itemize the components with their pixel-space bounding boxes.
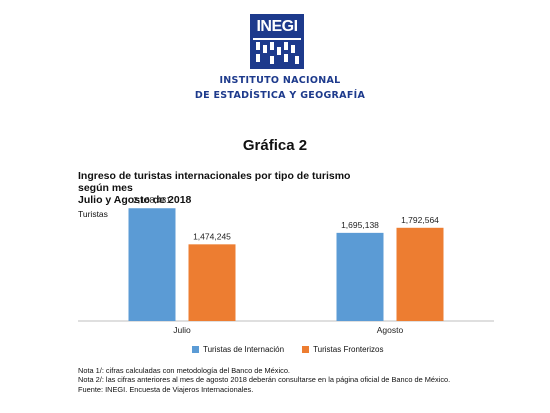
bar-agosto-internacion [336, 232, 384, 321]
legend-swatch-internacion [192, 346, 199, 353]
data-label-julio-fronterizos: 1,474,245 [193, 231, 231, 241]
legend-swatch-fronterizos [302, 346, 310, 353]
bar-agosto-fronterizos [396, 227, 444, 321]
note-2: Nota 2/: las cifras anteriores al mes de… [78, 375, 451, 385]
legend-label-internacion: Turistas de Internación [203, 345, 285, 354]
chart-title: Ingreso de turistas internacionales por … [78, 170, 398, 206]
bar-julio-internacion [128, 208, 176, 321]
data-label-julio-internacion: 2,168,431 [133, 195, 171, 205]
abacus-icon [253, 38, 301, 64]
chart-title-line3: Julio y Agosto de 2018 [78, 194, 192, 206]
bar-julio-fronterizos [188, 244, 236, 321]
legend-item-fronterizos: Turistas Fronterizos [302, 345, 383, 354]
graph-title: Gráfica 2 [242, 137, 308, 154]
legend: Turistas de Internación Turistas Fronter… [192, 345, 383, 354]
inegi-logo-word: INEGI [256, 18, 298, 35]
legend-item-internacion: Turistas de Internación [192, 345, 284, 354]
chart-title-line2: según mes [78, 182, 133, 194]
data-label-agosto-fronterizos: 1,792,564 [401, 215, 439, 225]
category-label-julio: Julio [173, 325, 191, 335]
source-note: Fuente: INEGI. Encuesta de Viajeros Inte… [78, 384, 254, 394]
notes: Nota 1/: cifras calculadas con metodolog… [78, 366, 450, 394]
logo-name-line1: INSTITUTO NACIONAL [219, 75, 341, 86]
unit-label: Turistas [78, 209, 108, 219]
legend-label-fronterizos: Turistas Fronterizos [313, 345, 384, 354]
logo-name-line2: DE ESTADÍSTICA Y GEOGRAFÍA [194, 90, 366, 101]
category-label-agosto: Agosto [377, 325, 404, 335]
data-label-agosto-internacion: 1,695,138 [341, 220, 379, 230]
inegi-logo: INEGI [250, 14, 304, 69]
note-1: Nota 1/: cifras calculadas con metodolog… [78, 366, 290, 375]
chart-title-line1: Ingreso de turistas internacionales por … [78, 170, 351, 182]
